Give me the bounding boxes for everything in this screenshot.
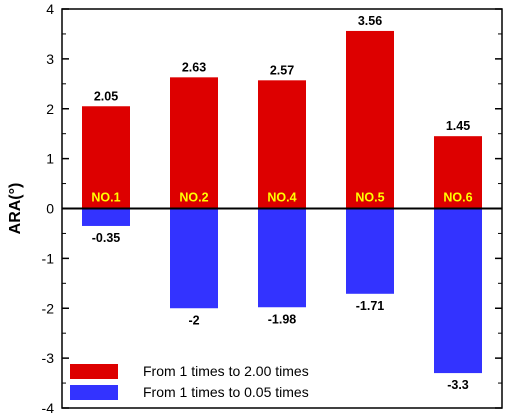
data-label-s1-0: -0.35 <box>92 231 121 245</box>
bar-s0-4 <box>434 136 482 209</box>
y-tick-label-2: -2 <box>42 300 55 316</box>
y-tick-label-3: -1 <box>42 250 55 266</box>
data-label-s0-1: 2.63 <box>182 60 206 74</box>
y-axis-label: ARA(°) <box>7 183 24 235</box>
legend-swatch-0 <box>70 364 118 379</box>
data-label-s0-4: 1.45 <box>446 119 470 133</box>
category-label-3: NO.5 <box>355 191 384 205</box>
y-tick-label-0: -4 <box>42 400 55 416</box>
y-tick-label-7: 3 <box>46 51 54 67</box>
bar-s1-1 <box>170 208 218 309</box>
bar-s0-2 <box>258 80 306 209</box>
legend-swatch-1 <box>70 385 118 400</box>
bars-layer <box>82 30 482 374</box>
data-label-s0-3: 3.56 <box>358 14 382 28</box>
bar-s1-2 <box>258 208 306 308</box>
category-label-1: NO.2 <box>179 191 208 205</box>
category-label-4: NO.6 <box>443 191 472 205</box>
category-label-0: NO.1 <box>91 191 120 205</box>
y-tick-label-8: 4 <box>46 1 54 17</box>
y-tick-label-5: 1 <box>46 151 54 167</box>
category-labels: NO.1 NO.2 NO.4 NO.5 NO.6 <box>91 191 472 205</box>
data-label-s1-4: -3.3 <box>447 378 469 392</box>
data-label-s0-0: 2.05 <box>94 89 118 103</box>
data-labels: 2.05 2.63 2.57 3.56 1.45 -0.35 -2 -1.98 -1.71 -3.… <box>92 14 470 392</box>
bar-s0-1 <box>170 77 218 209</box>
data-label-s1-1: -2 <box>188 313 199 327</box>
y-axis-ticks: -4 -3 -2 -1 0 1 2 3 4 <box>42 1 502 416</box>
bar-s1-0 <box>82 208 130 226</box>
legend-label-0: From 1 times to 2.00 times <box>143 363 309 379</box>
category-label-2: NO.4 <box>267 191 296 205</box>
bar-s1-4 <box>434 208 482 374</box>
legend-label-1: From 1 times to 0.05 times <box>143 384 309 400</box>
y-tick-label-1: -3 <box>42 350 55 366</box>
y-tick-label-4: 0 <box>46 201 54 217</box>
legend: From 1 times to 2.00 times From 1 times … <box>70 363 309 400</box>
data-label-s0-2: 2.57 <box>270 63 294 77</box>
bar-s1-3 <box>346 208 394 294</box>
data-label-s1-2: -1.98 <box>268 312 297 326</box>
data-label-s1-3: -1.71 <box>356 299 385 313</box>
y-tick-label-6: 2 <box>46 101 54 117</box>
bar-s0-3 <box>346 30 394 209</box>
bar-s0-0 <box>82 106 130 209</box>
